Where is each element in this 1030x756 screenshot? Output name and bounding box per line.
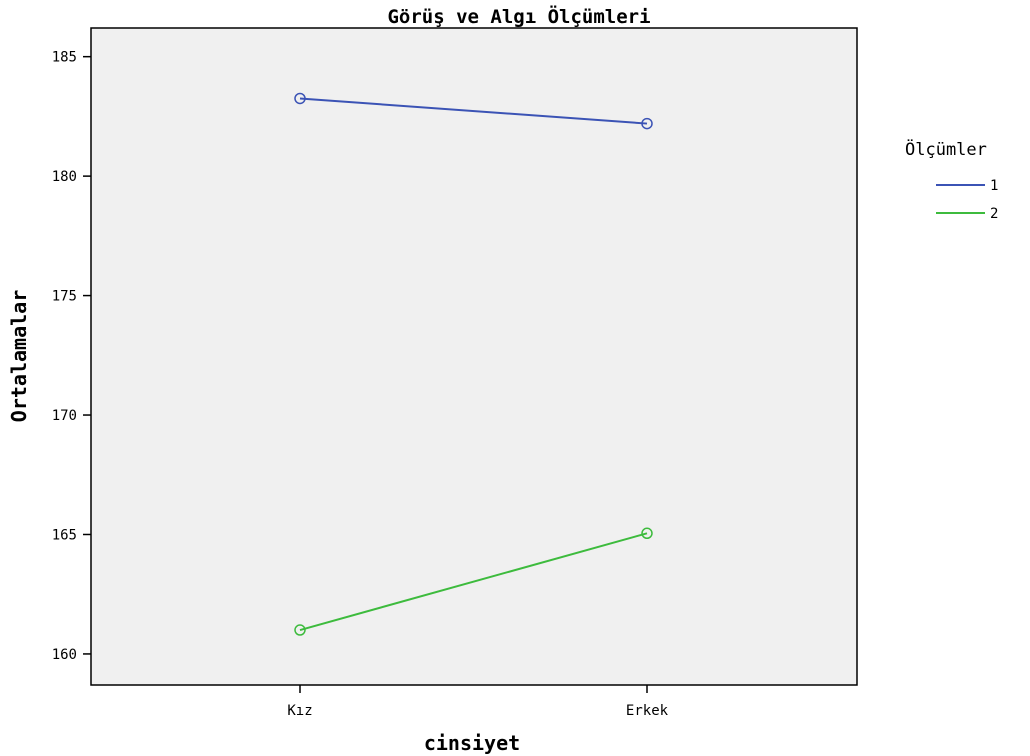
x-tick-label: Erkek [626,703,669,719]
y-axis: 160 165 170 175 180 185 [52,50,91,663]
y-tick-label: 170 [52,408,77,424]
legend: Ölçümler 12 [905,138,998,222]
series-2-line [299,532,648,632]
plot-area [90,27,858,686]
y-tick-label: 165 [52,527,77,543]
y-tick-label: 160 [52,647,77,663]
series-2-point [294,624,306,636]
y-axis-label: Ortalamalar [7,290,31,422]
series-1-line [299,97,648,125]
legend-items: 12 [936,178,998,222]
chart-title: Görüş ve Algı Ölçümleri [387,4,650,28]
legend-label-2: 2 [990,206,998,222]
x-axis-label: cinsiyet [424,731,520,755]
y-tick-label: 180 [52,169,77,185]
series-layer [294,92,653,636]
x-axis: Kız Erkek [287,685,669,719]
series-1-point [641,117,653,130]
legend-title: Ölçümler [905,138,987,160]
series-2-point [641,527,653,540]
x-tick-label: Kız [287,703,312,719]
series-1-point [294,92,306,105]
y-tick-label: 175 [52,289,77,305]
legend-label-1: 1 [990,178,998,194]
y-tick-label: 185 [52,50,77,66]
